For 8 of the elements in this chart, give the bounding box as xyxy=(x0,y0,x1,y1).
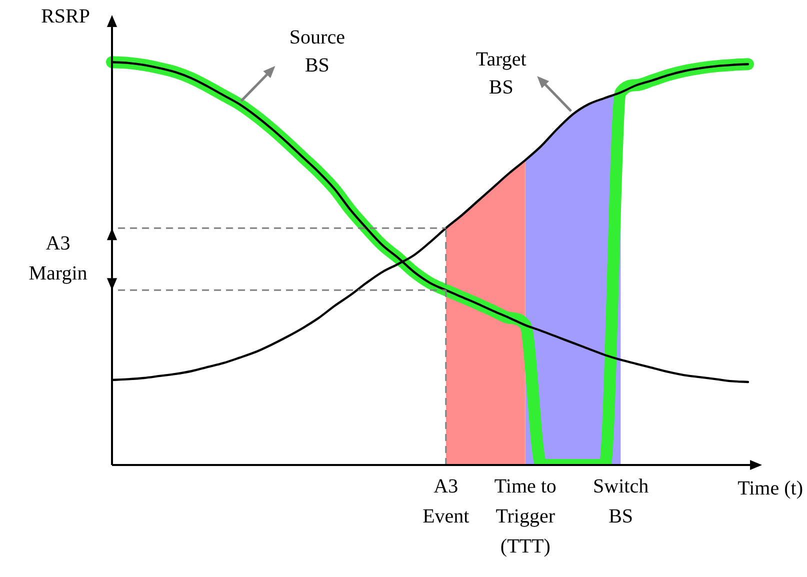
x-tick-label: A3 Event xyxy=(422,475,470,528)
text: A3 Margin xyxy=(28,232,88,284)
y-axis-title: RSRP xyxy=(41,5,90,28)
x-axis-title: Time (t) xyxy=(738,477,803,500)
x-tick-label: Time to Trigger (TTT) xyxy=(494,475,556,558)
text: Target BS xyxy=(476,48,527,98)
x-tick-label: Switch BS xyxy=(593,475,649,528)
text: Source BS xyxy=(289,26,346,76)
